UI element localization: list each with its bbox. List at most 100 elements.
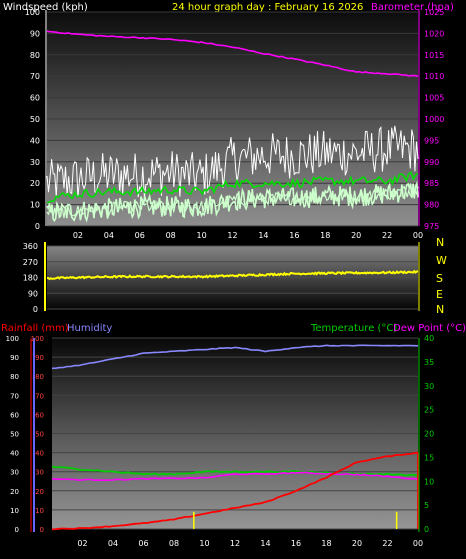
temp-tick-label: 20 <box>424 430 434 439</box>
y2-tick-label: 1015 <box>424 51 444 60</box>
humidity-line <box>51 344 419 370</box>
y2-tick-label: 980 <box>424 201 439 210</box>
direction-tick-label: 90 <box>28 289 38 298</box>
rain-tick-label: 0 <box>40 526 44 534</box>
x-tick-label: 16 <box>289 231 299 240</box>
compass-letter: S <box>436 272 443 285</box>
rain-panel-right-ticks: 0 5 10 15 20 25 30 35 40 <box>424 334 434 534</box>
temp-tick-label: 40 <box>424 334 434 343</box>
y2-tick-label: 1020 <box>424 29 444 38</box>
wind-panel-series <box>46 30 419 223</box>
x-tick-label: 08 <box>166 231 176 240</box>
wind-panel-x-ticks: 02 04 06 08 10 12 14 16 18 20 22 00 <box>73 231 423 240</box>
y-tick-label: 30 <box>30 158 40 167</box>
temp-tick-label: 10 <box>424 477 434 486</box>
y-tick-label: 0 <box>35 222 40 231</box>
rain-tick-label: 10 <box>35 507 44 515</box>
y-tick-label: 10 <box>30 201 40 210</box>
dewpoint-legend: Dew Point (°C) <box>393 323 466 334</box>
humidity-tick-label: 80 <box>10 373 19 381</box>
x-tick-label: 18 <box>321 539 331 548</box>
barometer-label: Barometer (hpa) <box>371 2 454 13</box>
x-tick-label: 00 <box>413 231 423 240</box>
temp-tick-label: 25 <box>424 406 434 415</box>
x-tick-label: 00 <box>413 539 423 548</box>
humidity-tick-label: 40 <box>10 450 19 458</box>
y2-tick-label: 1005 <box>424 94 444 103</box>
x-tick-label: 12 <box>227 231 237 240</box>
humidity-tick-label: 20 <box>10 488 19 496</box>
y-tick-label: 50 <box>30 115 40 124</box>
x-tick-label: 06 <box>135 231 145 240</box>
x-tick-label: 08 <box>169 539 179 548</box>
humidity-legend: Humidity <box>67 323 112 334</box>
x-tick-label: 22 <box>382 231 392 240</box>
x-tick-label: 04 <box>108 539 118 548</box>
y2-tick-label: 995 <box>424 136 439 145</box>
humidity-tick-label: 100 <box>6 335 19 343</box>
x-tick-label: 14 <box>260 539 270 548</box>
rain-tick-label: 60 <box>35 411 44 419</box>
direction-tick-label: 0 <box>33 305 38 314</box>
y-tick-label: 60 <box>30 94 40 103</box>
wind-light-line-2 <box>46 185 419 219</box>
y-tick-label: 100 <box>25 8 40 17</box>
compass-letter: N <box>436 303 444 316</box>
humidity-tick-label: 90 <box>10 354 19 362</box>
x-tick-label: 10 <box>196 231 206 240</box>
compass-letter: W <box>436 254 447 267</box>
rain-tick-label: 90 <box>35 354 44 362</box>
humidity-tick-label: 0 <box>15 526 19 534</box>
rain-tick-label: 80 <box>35 373 44 381</box>
direction-panel-series <box>46 269 419 281</box>
x-tick-label: 12 <box>230 539 240 548</box>
rain-panel-x-ticks: 02 04 06 08 10 12 14 16 18 20 22 00 <box>77 539 423 548</box>
direction-tick-label: 180 <box>23 274 38 283</box>
x-tick-label: 20 <box>352 539 362 548</box>
x-tick-label: 22 <box>382 539 392 548</box>
temp-tick-label: 35 <box>424 358 434 367</box>
y-tick-label: 40 <box>30 136 40 145</box>
y2-tick-label: 975 <box>424 222 439 231</box>
rain-panel-series <box>51 344 419 531</box>
temp-tick-label: 30 <box>424 382 434 391</box>
x-tick-label: 20 <box>351 231 361 240</box>
x-tick-label: 10 <box>199 539 209 548</box>
humidity-tick-label: 50 <box>10 431 19 439</box>
compass-letter: E <box>436 288 443 301</box>
compass-letter: N <box>436 236 444 249</box>
graph-title: 24 hour graph day : February 16 2026 <box>172 2 363 13</box>
barometer-line <box>46 30 419 78</box>
y-tick-label: 90 <box>30 29 40 38</box>
temperature-legend: Temperature (°C) <box>310 323 397 334</box>
x-tick-label: 06 <box>138 539 148 548</box>
wind-average-line <box>46 171 419 204</box>
rain-tick-label: 100 <box>31 335 44 343</box>
direction-panel-ticks: 0 90 180 270 360 <box>23 242 38 314</box>
direction-tick-label: 270 <box>23 258 38 267</box>
temp-tick-label: 0 <box>424 525 429 534</box>
wind-light-line <box>46 180 419 223</box>
y2-tick-label: 1000 <box>424 115 444 124</box>
humidity-tick-label: 10 <box>10 507 19 515</box>
y2-tick-label: 1010 <box>424 72 444 81</box>
rain-panel-left-ticks: 0 0 10 10 20 20 30 30 40 40 50 50 60 60 70 70 80 80 90 90 10… <box>6 335 44 534</box>
x-tick-label: 18 <box>320 231 330 240</box>
humidity-tick-label: 60 <box>10 411 19 419</box>
y2-tick-label: 1025 <box>424 8 444 17</box>
y2-tick-label: 985 <box>424 179 439 188</box>
y-tick-label: 70 <box>30 72 40 81</box>
temp-tick-label: 15 <box>424 453 434 462</box>
rainfall-line <box>51 451 419 531</box>
x-tick-label: 02 <box>73 231 83 240</box>
rain-tick-label: 70 <box>35 392 44 400</box>
wind-panel-left-ticks: 0 10 20 30 40 50 60 70 80 90 100 <box>25 8 40 231</box>
rain-tick-label: 40 <box>35 450 44 458</box>
rain-tick-label: 20 <box>35 488 44 496</box>
x-tick-label: 16 <box>291 539 301 548</box>
x-tick-label: 14 <box>258 231 268 240</box>
humidity-tick-label: 70 <box>10 392 19 400</box>
